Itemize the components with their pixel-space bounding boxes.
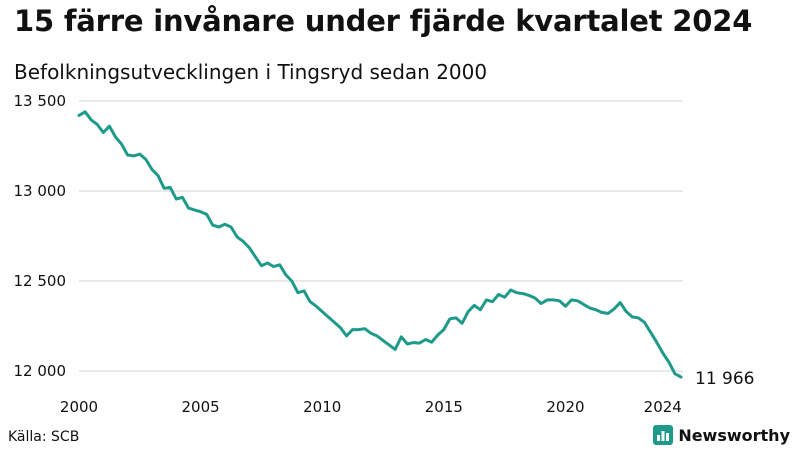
- gridlines: [79, 100, 683, 372]
- x-tick-label: 2015: [425, 398, 463, 416]
- source-note: Källa: SCB: [8, 429, 80, 445]
- chart-title: 15 färre invånare under fjärde kvartalet…: [14, 4, 753, 38]
- chart-subtitle: Befolkningsutvecklingen i Tingsryd sedan…: [14, 60, 488, 84]
- y-tick-label: 12 500: [14, 272, 67, 290]
- bar-chart-icon: [653, 425, 674, 445]
- y-axis: 12 000 12 500 13 000 13 500: [14, 92, 67, 380]
- y-tick-label: 12 000: [14, 362, 67, 380]
- population-series-line: [77, 110, 683, 379]
- x-tick-label: 2010: [303, 398, 341, 416]
- x-tick-label: 2000: [60, 398, 98, 416]
- x-tick-label: 2024: [644, 398, 682, 416]
- x-tick-label: 2020: [546, 398, 584, 416]
- y-tick-label: 13 500: [14, 92, 67, 110]
- x-tick-label: 2005: [182, 398, 220, 416]
- line-chart: 12 000 12 500 13 000 13 500 2000 2005 2010 201…: [14, 92, 755, 416]
- brand-logo: Newsworthy: [653, 425, 790, 445]
- y-tick-label: 13 000: [14, 182, 67, 200]
- brand-name: Newsworthy: [678, 425, 790, 445]
- x-axis: 2000 2005 2010 2015 2020 2024: [60, 398, 682, 416]
- end-value-label: 11 966: [695, 369, 754, 389]
